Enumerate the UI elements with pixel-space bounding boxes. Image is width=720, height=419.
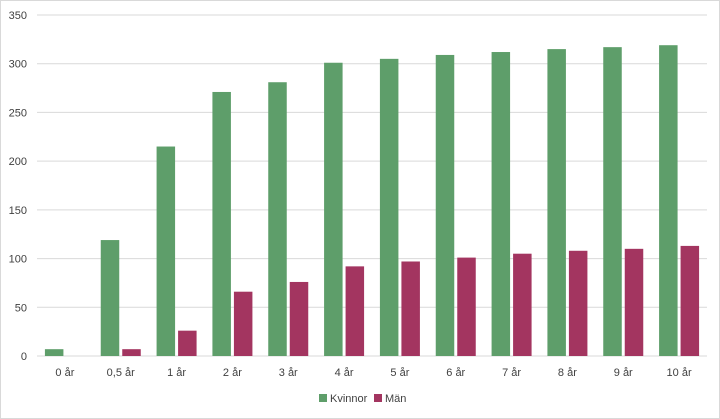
x-tick-label: 3 år — [279, 367, 298, 379]
bar — [568, 250, 588, 356]
legend: Kvinnor Män — [319, 393, 406, 405]
bar — [659, 45, 678, 357]
bar — [491, 52, 511, 356]
x-tick-label: 0,5 år — [107, 367, 135, 379]
bar — [345, 266, 365, 356]
bar — [624, 248, 644, 356]
legend-item: Kvinnor — [319, 393, 368, 405]
y-axis: 0 50 100 150 200 250 300 350 — [9, 10, 27, 363]
x-tick-label: 4 år — [335, 367, 354, 379]
bar — [401, 261, 420, 356]
bar — [547, 49, 566, 356]
y-tick-label: 0 — [21, 351, 27, 363]
legend-swatch — [374, 394, 382, 402]
legend-item: Män — [374, 393, 406, 405]
x-tick-label: 0 år — [55, 367, 74, 379]
x-tick-label: 1 år — [167, 367, 186, 379]
x-tick-label: 8 år — [558, 367, 577, 379]
bar — [457, 257, 476, 356]
bar — [680, 245, 700, 356]
x-axis: 0 år 0,5 år 1 år 2 år 3 år 4 år 5 år 6 år 7 år 8 … — [55, 367, 692, 379]
bar — [379, 58, 399, 356]
bar — [603, 47, 622, 356]
series-man — [122, 245, 700, 356]
x-tick-label: 10 år — [667, 367, 692, 379]
bar — [513, 253, 532, 356]
y-tick-label: 150 — [9, 205, 27, 217]
y-tick-label: 350 — [9, 10, 27, 22]
legend-label: Kvinnor — [330, 393, 368, 405]
y-tick-label: 50 — [15, 302, 27, 314]
legend-label: Män — [385, 393, 406, 405]
bar — [156, 146, 176, 356]
bar — [100, 240, 120, 356]
x-tick-label: 9 år — [614, 367, 633, 379]
y-tick-label: 100 — [9, 254, 27, 266]
x-tick-label: 7 år — [502, 367, 521, 379]
bars — [44, 45, 700, 357]
bar — [212, 91, 231, 357]
bar — [44, 349, 64, 356]
bar — [178, 330, 197, 356]
gridlines — [37, 14, 707, 308]
bar — [122, 349, 141, 356]
legend-swatch — [319, 394, 327, 402]
bar — [289, 281, 309, 356]
y-tick-label: 200 — [9, 156, 27, 168]
y-tick-label: 250 — [9, 107, 27, 119]
bar — [268, 82, 287, 357]
bar — [324, 62, 343, 357]
bar — [435, 54, 455, 357]
x-tick-label: 2 år — [223, 367, 242, 379]
series-kvinnor — [44, 45, 678, 357]
x-tick-label: 5 år — [390, 367, 409, 379]
y-tick-label: 300 — [9, 59, 27, 71]
bar — [233, 291, 253, 356]
x-tick-label: 6 år — [446, 367, 465, 379]
